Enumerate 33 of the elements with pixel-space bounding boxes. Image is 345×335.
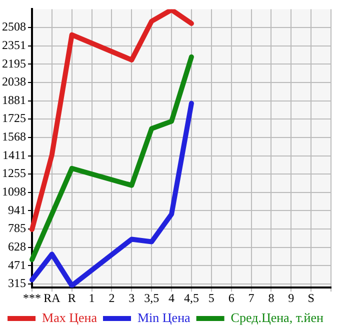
x-tick-label: 9	[288, 290, 294, 305]
x-tick-label: R	[68, 290, 76, 305]
x-tick-label: S	[308, 290, 314, 305]
y-tick-label: 471	[8, 258, 26, 272]
x-tick-label: RA	[44, 290, 61, 305]
y-tick-label: 2508	[2, 20, 26, 34]
y-tick-label: 1411	[2, 148, 26, 162]
x-tick-label: 3	[128, 290, 135, 305]
y-tick-label: 2195	[2, 56, 26, 70]
x-tick-label: 2	[108, 290, 115, 305]
y-tick-label: 2038	[2, 74, 26, 89]
x-tick-label: 5	[208, 290, 214, 305]
x-tick-label: 7	[248, 290, 254, 305]
y-tick-label: 1568	[2, 130, 26, 144]
legend-label: Max Цена	[42, 310, 98, 325]
x-tick-label: 6	[228, 290, 234, 305]
y-tick-label: 1255	[2, 166, 26, 180]
legend-label: Min Цена	[138, 310, 191, 325]
y-tick-label: 941	[8, 202, 26, 217]
y-tick-label: 1098	[2, 184, 26, 198]
x-tick-label: 1	[88, 290, 95, 305]
y-tick-label: 1725	[2, 111, 26, 126]
x-tick-label: ***	[23, 290, 41, 305]
y-tick-label: 2351	[2, 38, 26, 52]
x-tick-label: 4,5	[184, 290, 199, 305]
x-tick-label: 3,5	[144, 290, 160, 305]
y-tick-label: 628	[8, 239, 26, 254]
x-tick-label: 8	[268, 290, 274, 305]
y-tick-label: 315	[8, 276, 26, 290]
y-tick-label: 1881	[2, 92, 26, 107]
legend-label: Сред.Цена, т.йен	[230, 310, 324, 325]
y-tick-label: 785	[8, 221, 26, 236]
x-tick-label: 4	[168, 290, 175, 305]
